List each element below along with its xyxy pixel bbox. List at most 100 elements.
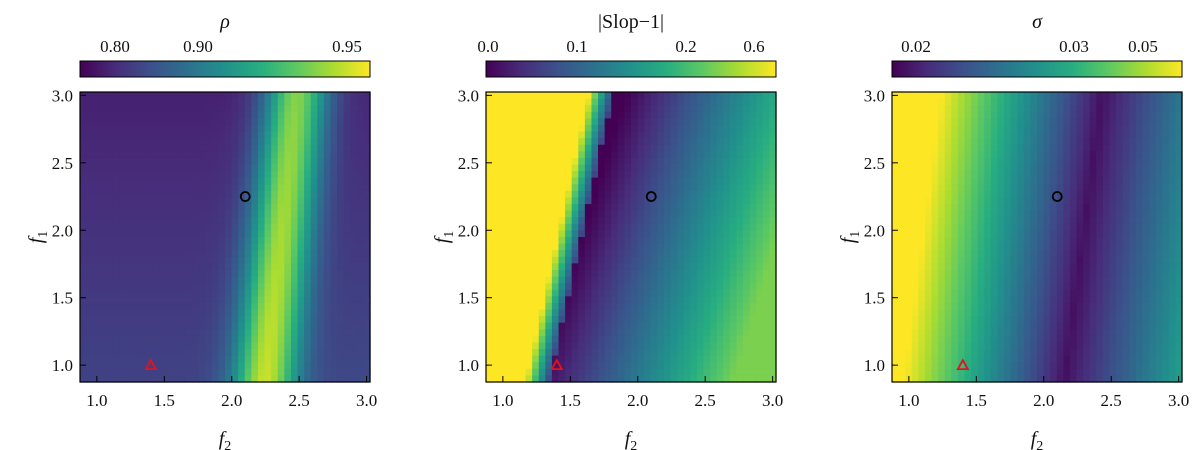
heatmap-cell: [257, 243, 266, 251]
heatmap-cell: [152, 144, 160, 152]
heatmap-cell: [1109, 237, 1117, 245]
heatmap-cell: [257, 349, 266, 357]
heatmap-cell: [80, 263, 88, 271]
heatmap-cell: [284, 197, 292, 205]
heatmap-cell: [736, 223, 744, 232]
heatmap-cell: [769, 177, 777, 185]
heatmap-cell: [238, 124, 246, 133]
heatmap-cell: [330, 138, 338, 146]
heatmap-cell: [1129, 177, 1137, 185]
heatmap-cell: [343, 283, 351, 291]
heatmap-cell: [323, 349, 332, 357]
heatmap-cell: [132, 92, 140, 100]
heatmap-cell: [931, 151, 939, 159]
heatmap-cell: [1030, 237, 1038, 245]
heatmap-cell: [86, 111, 94, 119]
heatmap-cell: [756, 184, 764, 192]
heatmap-cell: [723, 111, 731, 119]
heatmap-cell: [1129, 237, 1137, 245]
heatmap-cell: [238, 111, 246, 119]
heatmap-cell: [218, 289, 226, 297]
heatmap-cell: [356, 217, 365, 225]
heatmap-cell: [251, 283, 259, 291]
heatmap-cell: [238, 368, 246, 377]
heatmap-cell: [231, 217, 239, 225]
heatmap-cell: [1096, 164, 1104, 172]
heatmap-cell: [512, 190, 520, 199]
heatmap-cell: [297, 184, 305, 192]
heatmap-cell: [657, 92, 665, 100]
heatmap-cell: [538, 144, 546, 152]
heatmap-cell: [297, 92, 305, 100]
heatmap-cell: [611, 289, 619, 297]
heatmap-cell: [683, 368, 691, 377]
heatmap-cell: [323, 138, 332, 146]
heatmap-cell: [690, 157, 698, 166]
heatmap-cell: [650, 138, 658, 146]
heatmap-cell: [165, 362, 173, 370]
heatmap-cell: [1168, 171, 1177, 179]
heatmap-cell: [525, 131, 533, 139]
heatmap-cell: [624, 157, 632, 166]
heatmap-cell: [337, 111, 345, 119]
heatmap-cell: [604, 256, 612, 264]
heatmap-cell: [205, 230, 213, 238]
heatmap-cell: [271, 92, 279, 100]
heatmap-cell: [363, 283, 371, 291]
heatmap-cell: [538, 230, 546, 238]
heatmap-cell: [244, 329, 252, 337]
heatmap-cell: [350, 322, 358, 330]
heatmap-cell: [591, 302, 599, 311]
heatmap-cell: [505, 223, 513, 232]
heatmap-cell: [99, 342, 107, 350]
heatmap-cell: [525, 309, 533, 317]
heatmap-cell: [290, 197, 299, 205]
heatmap-cell: [918, 98, 926, 106]
heatmap-cell: [244, 138, 252, 146]
heatmap-cell: [696, 230, 705, 238]
heatmap-cell: [1089, 197, 1097, 205]
heatmap-cell: [225, 309, 233, 317]
heatmap-cell: [317, 296, 325, 304]
heatmap-cell: [337, 269, 345, 278]
heatmap-cell: [337, 316, 345, 324]
y-tick-label: 2.0: [458, 221, 479, 240]
heatmap-cell: [683, 243, 691, 251]
heatmap-cell: [571, 322, 579, 330]
heatmap-cell: [631, 204, 639, 212]
heatmap-cell: [525, 263, 533, 271]
heatmap-cell: [1129, 190, 1137, 199]
heatmap-cell: [584, 256, 593, 264]
heatmap-cell: [1083, 223, 1091, 232]
heatmap-cell: [769, 223, 777, 232]
heatmap-cell: [650, 105, 658, 113]
heatmap-cell: [86, 230, 94, 238]
heatmap-cell: [317, 342, 325, 350]
heatmap-cell: [343, 276, 351, 284]
heatmap-cell: [624, 184, 632, 192]
heatmap-cell: [1155, 157, 1163, 166]
heatmap-cell: [905, 197, 913, 205]
heatmap-cell: [663, 197, 672, 205]
heatmap-cell: [905, 190, 913, 199]
heatmap-cell: [924, 184, 933, 192]
heatmap-cell: [598, 322, 606, 330]
heatmap-cell: [499, 362, 507, 370]
heatmap-cell: [178, 368, 187, 377]
heatmap-cell: [551, 98, 560, 106]
heatmap-cell: [264, 250, 272, 258]
heatmap-cell: [178, 349, 187, 357]
heatmap-cell: [257, 151, 266, 159]
heatmap-cell: [670, 329, 678, 337]
heatmap-cell: [723, 335, 731, 344]
heatmap-cell: [604, 138, 612, 146]
heatmap-cell: [525, 151, 533, 159]
heatmap-cell: [198, 157, 206, 166]
heatmap-cell: [139, 138, 147, 146]
heatmap-cell: [231, 355, 239, 363]
heatmap-cell: [178, 144, 187, 152]
heatmap-cell: [284, 230, 292, 238]
heatmap-cell: [551, 276, 560, 284]
heatmap-cell: [736, 164, 744, 172]
heatmap-cell: [1010, 177, 1018, 185]
